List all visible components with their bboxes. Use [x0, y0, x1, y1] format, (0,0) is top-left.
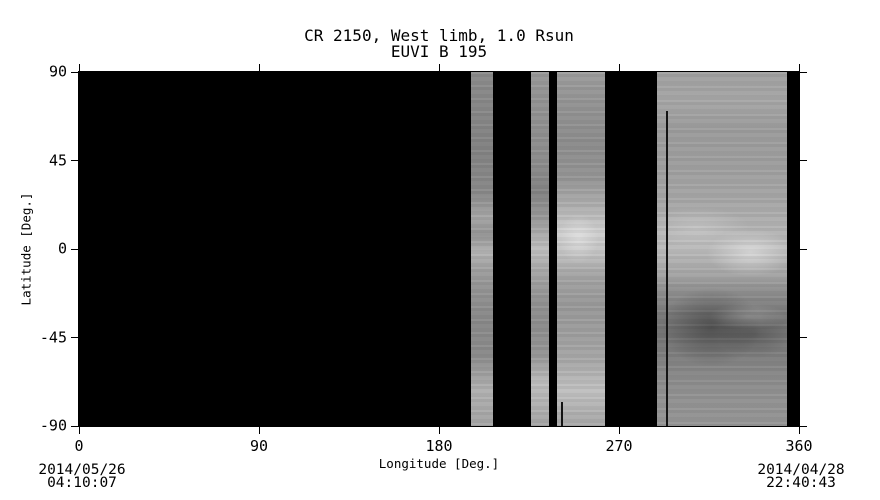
- x-tick-mark-bottom: [438, 427, 440, 434]
- x-tick-mark-bottom: [258, 427, 260, 434]
- start-date: 2014/05/26: [38, 462, 126, 478]
- y-tick-mark-right: [800, 425, 807, 427]
- end-date: 2014/04/28: [757, 462, 845, 478]
- y-tick-label: -45: [39, 328, 67, 346]
- chart-subtitle: EUVI B 195: [390, 42, 488, 61]
- y-tick-label: 45: [48, 151, 67, 169]
- y-tick-mark-left: [71, 337, 78, 338]
- x-tick-label: 0: [74, 437, 84, 455]
- y-tick-mark-left: [71, 425, 78, 427]
- y-tick-mark-left: [71, 160, 78, 161]
- end-timestamp: 2014/04/28 22:40:43: [748, 462, 854, 491]
- chart-title: CR 2150, West limb, 1.0 Rsun: [304, 26, 574, 45]
- x-tick-mark-top: [438, 64, 440, 71]
- plot-area: 0 90 180 270 360 90 45 0 -45 -90: [40, 64, 813, 454]
- y-tick-mark-right: [800, 248, 807, 250]
- x-tick-mark-top: [258, 64, 260, 71]
- y-tick-label: -90: [39, 416, 67, 435]
- euv-data-strip-2: [531, 72, 549, 426]
- y-tick-mark-left: [71, 71, 78, 73]
- euv-data-strip-4: [657, 72, 787, 426]
- x-tick-mark-top: [798, 64, 800, 71]
- x-tick-label: 270: [605, 437, 633, 455]
- artifact-line-1: [561, 402, 563, 426]
- y-tick-label: 90: [48, 62, 67, 81]
- y-tick-mark-left: [71, 248, 78, 250]
- start-timestamp: 2014/05/26 04:10:07: [29, 462, 135, 491]
- end-time: 22:40:43: [766, 475, 836, 491]
- x-tick-mark-bottom: [618, 427, 620, 434]
- x-tick-mark-top: [78, 64, 80, 71]
- artifact-line-2: [666, 111, 668, 426]
- y-tick-label: 0: [57, 239, 67, 258]
- euv-data-strip-3: [556, 72, 605, 426]
- y-axis-label: Latitude [Deg.]: [18, 192, 34, 306]
- x-tick-label: 360: [785, 437, 813, 455]
- x-tick-mark-bottom: [798, 427, 800, 434]
- euv-data-strip-1: [471, 72, 493, 426]
- x-tick-label: 180: [425, 437, 453, 455]
- y-tick-mark-right: [800, 71, 807, 73]
- x-tick-mark-top: [618, 64, 620, 71]
- start-time: 04:10:07: [47, 475, 117, 491]
- x-axis-label: Longitude [Deg.]: [378, 456, 500, 471]
- y-tick-mark-right: [800, 160, 807, 161]
- x-tick-mark-bottom: [78, 427, 80, 434]
- x-tick-label: 90: [249, 437, 269, 455]
- y-tick-mark-right: [800, 337, 807, 338]
- title-block: CR 2150, West limb, 1.0 Rsun EUVI B 195: [78, 28, 800, 60]
